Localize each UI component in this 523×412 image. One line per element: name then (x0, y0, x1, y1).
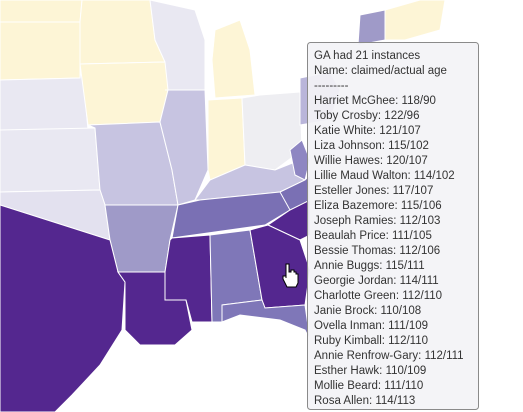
tooltip-line: Eliza Bazemore: 115/106 (314, 200, 442, 212)
state-northeast-b (384, 0, 446, 41)
tooltip: GA had 21 instances Name: claimed/actual … (307, 42, 479, 410)
state-montana (0, 0, 83, 23)
state-texas (0, 204, 126, 412)
tooltip-line: Name: claimed/actual age (314, 65, 447, 77)
state-iowa (79, 61, 169, 126)
tooltip-line: Willie Hawes: 120/107 (314, 155, 428, 167)
us-map (0, 0, 446, 412)
tooltip-box (307, 42, 479, 410)
tooltip-line: Liza Johnson: 115/102 (314, 140, 429, 152)
tooltip-line: Bessie Thomas: 112/106 (314, 245, 440, 257)
tooltip-line: Ruby Kimball: 112/110 (314, 335, 428, 347)
tooltip-line: Janie Brock: 110/108 (314, 305, 421, 317)
tooltip-line: --------- (314, 80, 349, 92)
state-michigan (211, 19, 256, 99)
tooltip-line: Ovella Inman: 111/109 (314, 320, 428, 332)
tooltip-line: Mollie Beard: 111/110 (314, 380, 423, 392)
tooltip-line: Harriet McGhee: 118/90 (314, 95, 436, 107)
tooltip-text: GA had 21 instances Name: claimed/actual … (314, 50, 464, 407)
state-kansas (0, 127, 101, 193)
tooltip-line: Lillie Maud Walton: 114/102 (314, 170, 455, 182)
tooltip-line: Katie White: 121/107 (314, 125, 421, 137)
state-north-dakota (0, 21, 81, 81)
tooltip-line: Rosa Allen: 114/113 (314, 395, 415, 407)
tooltip-line: Georgie Jordan: 114/111 (314, 275, 439, 287)
hand-cursor (282, 263, 299, 288)
tooltip-line: Annie Renfrow-Gary: 112/111 (314, 350, 464, 362)
tooltip-line: Esther Hawk: 110/109 (314, 365, 426, 377)
cursor (282, 263, 299, 288)
state-south-carolina (266, 199, 311, 241)
tooltip-line: Beaulah Price: 111/105 (314, 230, 432, 242)
tooltip-line: Esteller Jones: 117/107 (314, 185, 433, 197)
tooltip-line: Charlotte Green: 112/110 (314, 290, 442, 302)
tooltip-line: Toby Crosby: 122/96 (314, 110, 419, 122)
tooltip-line: Joseph Ramies: 112/103 (314, 215, 440, 227)
tooltip-line: Annie Buggs: 115/111 (314, 260, 425, 272)
tooltip-line: GA had 21 instances (314, 50, 420, 62)
state-northeast-a (357, 9, 386, 46)
